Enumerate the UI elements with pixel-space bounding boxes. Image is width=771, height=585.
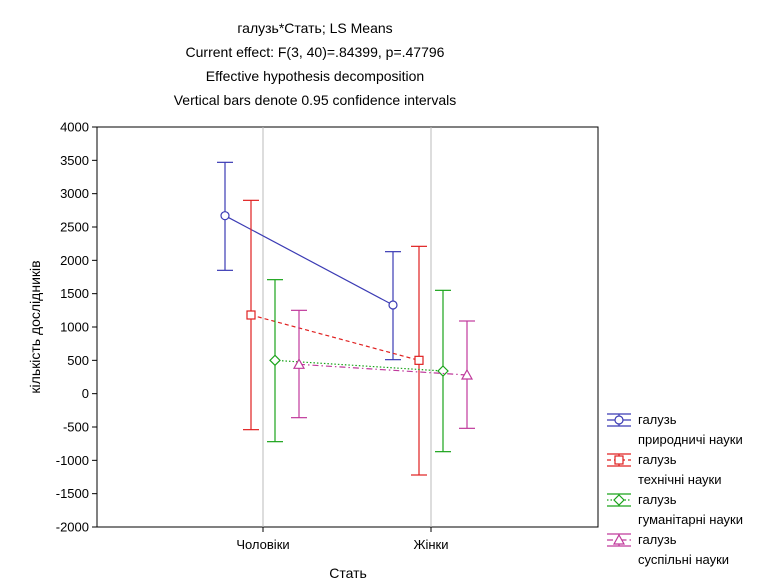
series-line — [250, 314, 420, 361]
series-line — [224, 215, 394, 306]
y-tick-label: -2000 — [56, 520, 89, 535]
series-1 — [217, 161, 401, 361]
legend-marker — [612, 533, 626, 545]
x-tick-label: Жінки — [413, 537, 448, 552]
chart-title: галузь*Стать; LS Means Current effect: F… — [174, 20, 457, 108]
legend-marker — [614, 415, 624, 425]
legend-item-1: галузь природничі науки — [607, 412, 743, 447]
data-point — [220, 211, 230, 221]
x-tick-label: Чоловіки — [236, 537, 289, 552]
legend: галузь природничі науки галузь технічні нау… — [607, 412, 743, 567]
title-line-3: Effective hypothesis decomposition — [206, 68, 424, 84]
data-point — [460, 368, 474, 380]
legend-label-line2: гуманітарні науки — [638, 512, 743, 527]
data-point — [246, 310, 256, 320]
title-line-1: галузь*Стать; LS Means — [237, 20, 392, 36]
legend-label-line1: галузь — [638, 492, 677, 507]
legend-item-2: галузь технічні науки — [607, 452, 721, 487]
y-tick-label: 0 — [82, 386, 89, 401]
legend-label-line2: суспільні науки — [638, 552, 729, 567]
y-tick-label: 2000 — [60, 253, 89, 268]
series-3 — [267, 279, 451, 453]
title-line-2: Current effect: F(3, 40)=.84399, p=.4779… — [186, 44, 445, 60]
plot-area — [96, 126, 599, 528]
legend-item-4: галузь суспільні науки — [607, 532, 729, 567]
series-2 — [243, 199, 427, 476]
y-tick-label: -1500 — [56, 486, 89, 501]
data-point — [414, 355, 424, 365]
x-axis: Чоловіки Жінки — [236, 527, 449, 552]
legend-marker — [614, 455, 624, 465]
series-line — [298, 363, 468, 376]
legend-label-line1: галузь — [638, 452, 677, 467]
y-axis-label: кількість дослідників — [27, 260, 43, 393]
y-axis: 4000 3500 3000 2500 2000 1500 1000 500 0 -500 -100… — [56, 120, 97, 535]
x-axis-label: Стать — [329, 565, 367, 581]
y-tick-label: 1000 — [60, 320, 89, 335]
y-tick-label: 1500 — [60, 286, 89, 301]
legend-label-line2: технічні науки — [638, 472, 721, 487]
title-line-4: Vertical bars denote 0.95 confidence int… — [174, 92, 457, 108]
y-tick-label: 500 — [67, 353, 89, 368]
data-point — [437, 365, 449, 377]
legend-label-line1: галузь — [638, 412, 677, 427]
y-tick-label: 3000 — [60, 186, 89, 201]
gridlines — [262, 127, 432, 527]
legend-item-3: галузь гуманітарні науки — [607, 492, 743, 527]
y-tick-label: 3500 — [60, 153, 89, 168]
data-point — [388, 300, 398, 310]
legend-label-line1: галузь — [638, 532, 677, 547]
y-tick-label: 2500 — [60, 220, 89, 235]
data-point — [269, 354, 281, 367]
series-layer — [217, 161, 475, 476]
y-tick-label: -1000 — [56, 453, 89, 468]
series-4 — [291, 309, 475, 429]
y-tick-label: 4000 — [60, 120, 89, 135]
y-tick-label: -500 — [63, 420, 89, 435]
legend-label-line2: природничі науки — [638, 432, 743, 447]
legend-marker — [613, 494, 625, 506]
data-point — [292, 358, 306, 369]
series-line — [274, 359, 444, 372]
